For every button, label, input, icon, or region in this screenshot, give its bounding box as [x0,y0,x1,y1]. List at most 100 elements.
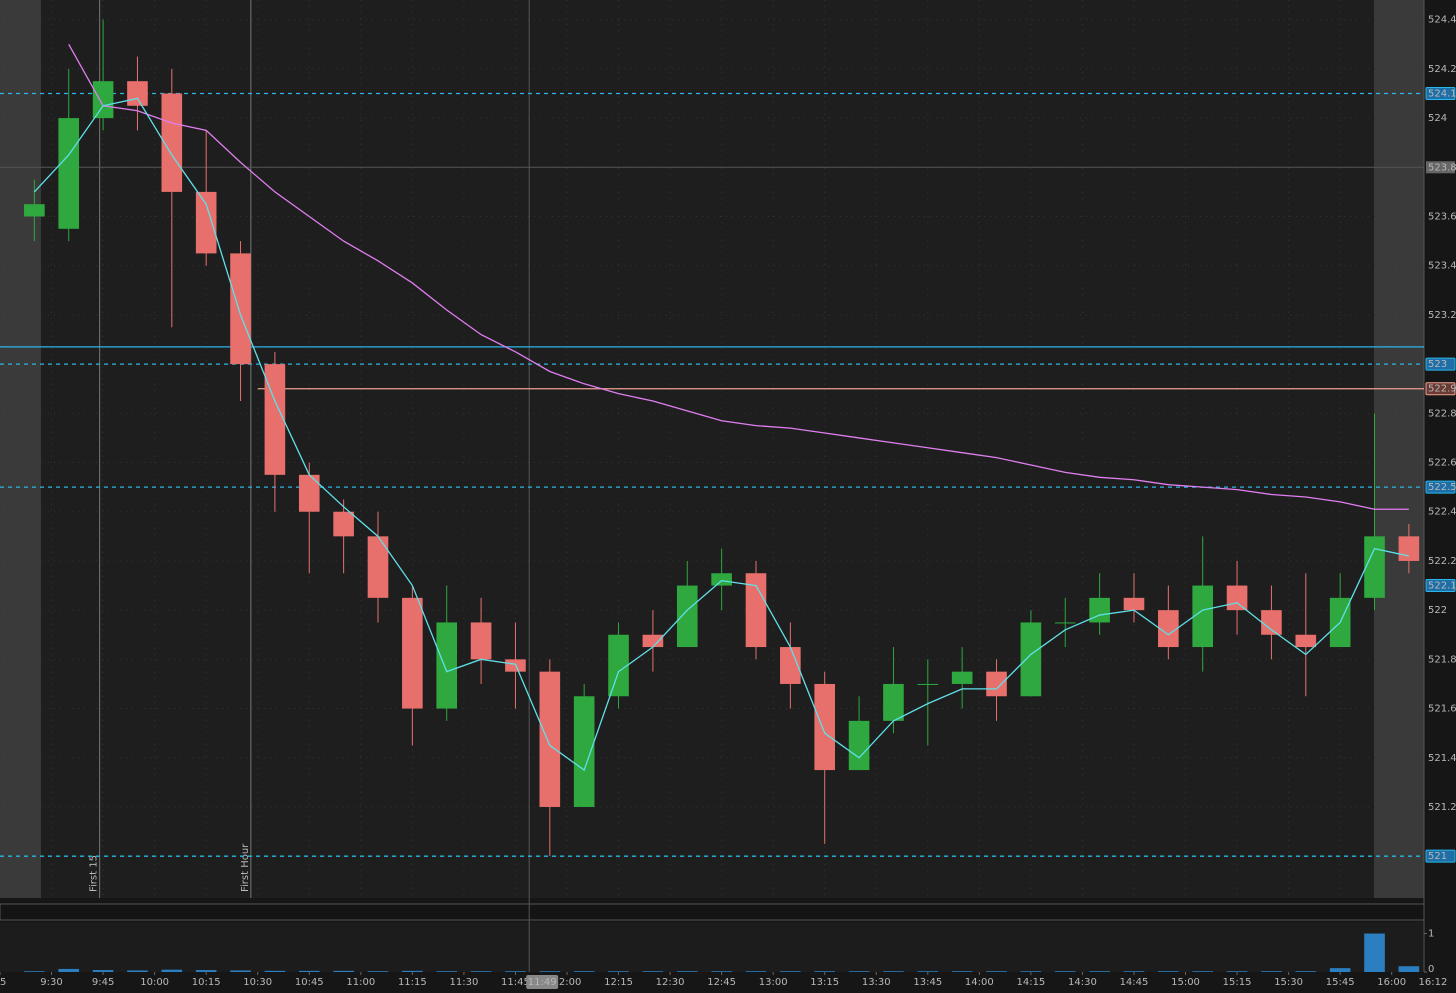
volume-bar [848,971,870,972]
candle-body [883,683,904,721]
y-tick-label: 522.2 [1428,556,1456,567]
cursor-price-label: 523.8 [1428,162,1456,173]
x-tick-label: 10:15 [192,977,221,988]
candle-body [986,671,1007,697]
candle-body [402,597,423,709]
divider-pane [0,903,1425,921]
x-tick-label: 15 [0,977,6,988]
volume-bar [780,971,801,972]
level-tag [1425,382,1456,396]
x-tick-label: 12:45 [707,977,736,988]
volume-bar [1226,971,1248,972]
y-tick-label: 522.6 [1428,458,1456,469]
volume-bar [745,971,767,972]
candle-body [745,573,767,648]
y-tick-label: 522.8 [1428,408,1456,419]
candle-body [848,720,870,771]
x-tick-label: 11:30 [449,977,478,988]
x-tick-label: 11:00 [346,977,375,988]
volume-bar [264,970,286,972]
volume-bar [161,969,183,972]
volume-pane [0,922,1424,972]
level-tag-label: 523 [1428,359,1447,370]
candle-body [367,536,389,598]
volume-bar [92,970,114,972]
x-tick-label: 15:15 [1223,977,1252,988]
volume-bar [1123,971,1145,972]
y-tick-label: 523.4 [1428,261,1456,272]
candle-body [436,622,458,709]
candle-body [642,634,664,648]
volume-bar [333,970,354,972]
candle-body [1192,585,1214,648]
level-tag [1425,357,1456,371]
volume-bar [24,971,45,972]
candle-body [780,647,801,684]
candle-body [1226,585,1248,611]
volume-bar [470,971,492,972]
candle-body [92,81,114,119]
volume-bar [951,971,973,972]
volume-bar [1089,971,1110,972]
x-tick-label: 15:45 [1326,977,1355,988]
x-tick-label: 11:15 [398,977,427,988]
candle-body [1158,610,1179,648]
volume-bar [883,971,904,972]
volume-bar [1295,971,1317,972]
level-tag-label: 521 [1428,851,1447,862]
candle-body [1364,536,1385,598]
annotation-label: First Hour [240,843,251,892]
candle-body [195,191,217,254]
volume-bar [1261,971,1282,972]
y-tick-label: 521.8 [1428,654,1456,665]
volume-bar [436,971,458,972]
level-tag-label: 522.1 [1428,581,1456,592]
cursor-tag [1426,161,1455,174]
x-tick-label: 13:45 [913,977,942,988]
cursor-tag [526,975,559,989]
y-tick-label: 524.4 [1428,15,1456,26]
level-tag [1425,480,1456,494]
volume-bar [58,968,80,972]
premarket-shade [0,0,41,898]
candle-body [608,634,629,697]
candle-body [951,671,973,684]
x-tick-label: 14:45 [1120,977,1149,988]
volume-tick-label: 1 [1428,929,1434,940]
x-tick-label: 12:30 [656,977,685,988]
level-tag [1425,849,1456,863]
volume-bar [917,971,939,972]
candle-body [1295,634,1317,648]
candle-body [676,585,698,648]
x-tick-label: 14:30 [1068,977,1097,988]
candle-body [539,671,561,807]
volume-bar [298,970,320,972]
volume-tick-label: 0 [1428,964,1434,975]
candle-body [1398,536,1420,561]
y-tick-label: 521.6 [1428,704,1456,715]
x-tick-label: 15:30 [1274,977,1303,988]
x-tick-label: 12:15 [604,977,633,988]
candle-body [333,511,354,537]
volume-bar [127,970,148,972]
level-tag [1425,86,1456,100]
x-tick-label: 14:15 [1016,977,1045,988]
cursor-time-label: 11:49 [528,977,557,988]
y-tick-label: 523.2 [1428,310,1456,321]
y-tick-label: 524 [1428,113,1447,124]
x-tick-label: 13:15 [810,977,839,988]
candle-body [1054,622,1076,624]
volume-bar [573,971,595,972]
x-tick-label: 10:45 [295,977,324,988]
candle-body [58,118,80,229]
candle-body [814,683,836,771]
y-tick-label: 522.4 [1428,507,1456,518]
volume-bar [1054,971,1076,972]
volume-bar [814,971,836,972]
x-tick-label: 9:30 [40,977,62,988]
volume-bar [1329,968,1351,972]
candle-body [1123,597,1145,611]
afterhours-shade [1374,0,1424,898]
volume-bar [505,971,526,972]
x-tick-label: 16:00 [1377,977,1406,988]
